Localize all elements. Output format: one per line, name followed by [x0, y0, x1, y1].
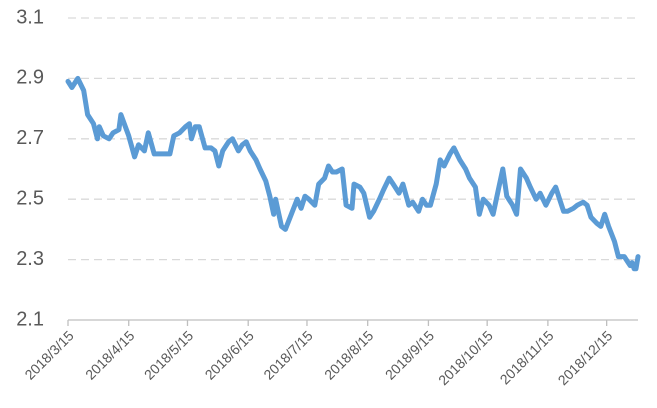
y-tick-label: 2.1	[16, 308, 44, 330]
x-tick-label: 2018/9/15	[382, 327, 438, 383]
x-tick-label: 2018/5/15	[141, 327, 197, 383]
x-tick-label: 2018/7/15	[260, 327, 316, 383]
x-tick-label: 2018/8/15	[321, 327, 377, 383]
x-tick-label: 2018/11/15	[497, 327, 557, 387]
line-series	[65, 75, 641, 272]
y-tick-label: 2.7	[16, 127, 44, 149]
x-tick-label: 2018/12/15	[555, 327, 616, 388]
x-tick-label: 2018/3/15	[21, 327, 77, 383]
x-tick-label: 2018/4/15	[82, 327, 138, 383]
y-tick-label: 2.5	[16, 187, 44, 209]
y-tick-label: 2.9	[16, 67, 44, 89]
x-tick-label: 2018/6/15	[202, 327, 258, 383]
x-tick-label: 2018/10/15	[435, 327, 496, 388]
y-tick-label: 2.3	[16, 248, 44, 270]
y-tick-label: 3.1	[16, 6, 44, 28]
